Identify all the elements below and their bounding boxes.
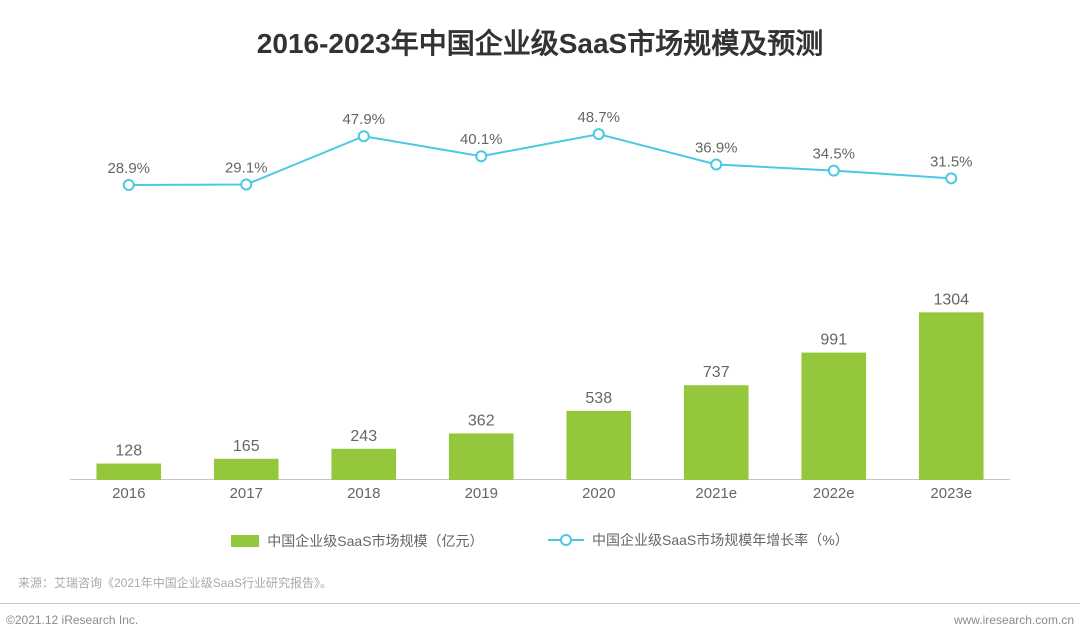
footer-url: www.iresearch.com.cn — [954, 613, 1074, 627]
line-marker — [829, 166, 839, 176]
line-value-label: 29.1% — [225, 159, 268, 176]
bar — [801, 353, 866, 480]
chart-svg: 128 165 243 362 538 737 991 1304 28.9% 29.1% 47.9%… — [70, 100, 1010, 480]
line-value-label: 31.5% — [930, 153, 973, 170]
category-axis: 201620172018201920202021e2022e2023e — [70, 485, 1010, 509]
line-value-label: 47.9% — [342, 111, 385, 128]
bar — [96, 464, 161, 480]
legend-label-line: 中国企业级SaaS市场规模年增长率（%） — [592, 530, 849, 550]
bar-value-label: 362 — [468, 412, 495, 429]
category-label: 2020 — [540, 485, 658, 509]
bar-value-label: 243 — [350, 428, 377, 445]
legend-item-line: 中国企业级SaaS市场规模年增长率（%） — [548, 530, 849, 550]
line-marker — [594, 129, 604, 139]
legend-swatch-line — [548, 533, 584, 547]
category-label: 2019 — [423, 485, 541, 509]
category-label: 2016 — [70, 485, 188, 509]
bar-value-label: 1304 — [933, 291, 969, 308]
category-label: 2021e — [658, 485, 776, 509]
bar — [449, 433, 514, 480]
line-value-label: 40.1% — [460, 131, 503, 148]
bar-value-label: 165 — [233, 438, 260, 455]
line-marker — [946, 173, 956, 183]
bar — [331, 449, 396, 480]
footer-copyright: ©2021.12 iResearch Inc. — [6, 613, 138, 627]
chart-area: 128 165 243 362 538 737 991 1304 28.9% 29.1% 47.9%… — [70, 100, 1010, 480]
line-value-label: 28.9% — [107, 160, 150, 177]
footer: ©2021.12 iResearch Inc. www.iresearch.co… — [0, 603, 1080, 629]
bar — [214, 459, 279, 480]
bar-value-label: 991 — [820, 332, 847, 349]
chart-title: 2016-2023年中国企业级SaaS市场规模及预测 — [0, 22, 1080, 62]
category-label: 2022e — [775, 485, 893, 509]
legend-label-bar: 中国企业级SaaS市场规模（亿元） — [267, 531, 483, 551]
line-marker — [359, 131, 369, 141]
line-value-label: 34.5% — [812, 146, 855, 163]
line-marker — [711, 159, 721, 169]
line-value-label: 48.7% — [577, 109, 620, 126]
category-label: 2023e — [893, 485, 1011, 509]
line-marker — [124, 180, 134, 190]
legend: 中国企业级SaaS市场规模（亿元） 中国企业级SaaS市场规模年增长率（%） — [0, 530, 1080, 552]
legend-swatch-bar — [231, 535, 259, 547]
bar-value-label: 538 — [585, 390, 612, 407]
category-label: 2017 — [188, 485, 306, 509]
bar — [919, 312, 984, 480]
bar — [684, 385, 749, 480]
bar-value-label: 737 — [703, 364, 730, 381]
line-value-label: 36.9% — [695, 139, 738, 156]
category-label: 2018 — [305, 485, 423, 509]
legend-item-bar: 中国企业级SaaS市场规模（亿元） — [231, 531, 483, 551]
bar — [566, 411, 631, 480]
bar-value-label: 128 — [115, 443, 142, 460]
line-marker — [476, 151, 486, 161]
source-text: 来源：艾瑞咨询《2021年中国企业级SaaS行业研究报告》。 — [18, 574, 332, 591]
line-marker — [241, 179, 251, 189]
